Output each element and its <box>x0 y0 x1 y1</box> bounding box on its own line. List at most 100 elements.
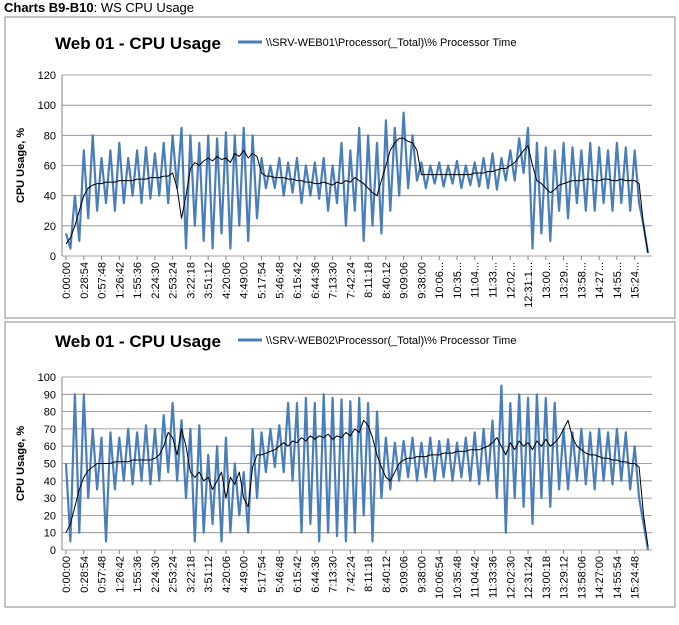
x-tick-label: 10:06... <box>434 262 446 299</box>
y-tick-label: 120 <box>38 70 56 82</box>
chart-frame <box>4 321 676 608</box>
x-tick-label: 6:15:42 <box>292 262 304 299</box>
y-tick-label: 100 <box>38 372 56 384</box>
x-tick-label: 0:28:54 <box>79 262 91 299</box>
x-tick-label: 0:28:54 <box>79 556 91 593</box>
x-tick-label: 11:33... <box>488 262 500 298</box>
x-tick-label: 12:02:30 <box>505 556 517 599</box>
x-tick-label: 2:24:30 <box>150 262 162 299</box>
x-tick-label: 9:38:00 <box>416 556 428 593</box>
x-tick-label: 4:49:00 <box>239 556 251 593</box>
x-tick-label: 0:00:00 <box>61 556 73 593</box>
x-tick-label: 13:29... <box>559 262 571 299</box>
x-tick-label: 4:20:06 <box>221 262 233 299</box>
legend-label: \\SRV-WEB02\Processor(_Total)\% Processo… <box>266 335 516 347</box>
x-tick-label: 7:42:24 <box>345 262 357 299</box>
x-tick-label: 3:22:18 <box>185 262 197 299</box>
x-tick-label: 8:11:18 <box>363 262 375 298</box>
x-tick-label: 13:00:18 <box>541 556 553 599</box>
x-tick-label: 11:33:36 <box>488 556 500 598</box>
heading-text: : WS CPU Usage <box>93 0 195 15</box>
x-tick-label: 3:51:12 <box>203 556 215 593</box>
y-tick-label: 80 <box>44 130 56 142</box>
x-tick-label: 1:55:36 <box>132 556 144 593</box>
x-tick-label: 13:29:12 <box>559 556 571 599</box>
x-tick-label: 6:15:42 <box>292 556 304 593</box>
x-tick-label: 0:57:48 <box>97 262 109 299</box>
x-tick-label: 13:58... <box>576 262 588 299</box>
y-tick-label: 0 <box>50 545 56 557</box>
y-axis-label: CPU Usage, % <box>15 128 27 203</box>
x-tick-label: 0:57:48 <box>97 556 109 593</box>
y-tick-label: 20 <box>44 221 56 233</box>
x-tick-label: 7:42:24 <box>345 556 357 593</box>
x-tick-label: 2:24:30 <box>150 556 162 593</box>
x-tick-label: 8:40:12 <box>381 262 393 299</box>
y-tick-label: 60 <box>44 161 56 173</box>
y-tick-label: 60 <box>44 441 56 453</box>
y-tick-label: 40 <box>44 191 56 203</box>
x-tick-label: 10:35:48 <box>452 556 464 599</box>
x-tick-label: 3:22:18 <box>185 556 197 593</box>
chart-title: Web 01 - CPU Usage <box>55 332 221 351</box>
x-tick-label: 3:51:12 <box>203 262 215 299</box>
x-tick-label: 14:55:54 <box>612 556 624 599</box>
y-tick-label: 10 <box>44 528 56 540</box>
y-tick-label: 30 <box>44 493 56 505</box>
x-tick-label: 1:26:42 <box>114 556 126 593</box>
x-tick-label: 12:31:1... <box>523 262 535 308</box>
chart-frame <box>4 16 676 319</box>
x-tick-label: 2:53:24 <box>168 556 180 593</box>
y-tick-label: 40 <box>44 476 56 488</box>
x-tick-label: 9:09:06 <box>399 556 411 593</box>
series-line <box>65 137 649 254</box>
x-tick-label: 2:53:24 <box>168 262 180 299</box>
x-tick-label: 10:06:54 <box>434 556 446 599</box>
x-tick-label: 4:49:00 <box>239 262 251 299</box>
x-tick-label: 8:40:12 <box>381 556 393 593</box>
x-tick-label: 5:46:48 <box>274 262 286 299</box>
x-tick-label: 11:04:42 <box>470 556 482 598</box>
x-tick-label: 5:46:48 <box>274 556 286 593</box>
x-tick-label: 8:11:18 <box>363 556 375 592</box>
x-tick-label: 5:17:54 <box>256 556 268 593</box>
x-tick-label: 1:55:36 <box>132 262 144 299</box>
x-tick-label: 15:24:48 <box>630 556 642 599</box>
x-tick-label: 7:13:30 <box>328 556 340 593</box>
series-line <box>64 111 650 254</box>
x-tick-label: 1:26:42 <box>114 262 126 299</box>
y-tick-label: 80 <box>44 407 56 419</box>
x-tick-label: 12:02... <box>505 262 517 299</box>
y-tick-label: 70 <box>44 424 56 436</box>
x-tick-label: 14:27... <box>594 262 606 299</box>
y-tick-label: 90 <box>44 389 56 401</box>
y-tick-label: 50 <box>44 459 56 471</box>
series-line <box>65 419 649 547</box>
x-tick-label: 15:24... <box>630 262 642 299</box>
x-tick-label: 13:00... <box>541 262 553 299</box>
x-tick-label: 6:44:36 <box>310 556 322 593</box>
x-tick-label: 14:55... <box>612 262 624 299</box>
x-tick-label: 7:13:30 <box>328 262 340 299</box>
x-tick-label: 9:38:00 <box>416 262 428 299</box>
y-tick-label: 0 <box>50 251 56 263</box>
x-tick-label: 11:04... <box>470 262 482 298</box>
legend-label: \\SRV-WEB01\Processor(_Total)\% Processo… <box>266 37 516 49</box>
series-line <box>64 384 650 551</box>
x-tick-label: 12:31:24 <box>523 556 535 599</box>
y-tick-label: 20 <box>44 510 56 522</box>
heading: Charts B9-B10: WS CPU Usage <box>4 0 194 15</box>
y-tick-label: 100 <box>38 100 56 112</box>
y-axis-label: CPU Usage, % <box>15 426 27 501</box>
x-tick-label: 4:20:06 <box>221 556 233 593</box>
heading-label: Charts B9-B10 <box>4 0 94 15</box>
x-tick-label: 14:27:00 <box>594 556 606 599</box>
x-tick-label: 0:00:00 <box>61 262 73 299</box>
x-tick-label: 13:58:06 <box>576 556 588 599</box>
x-tick-label: 6:44:36 <box>310 262 322 299</box>
x-tick-label: 10:35... <box>452 262 464 299</box>
x-tick-label: 9:09:06 <box>399 262 411 299</box>
chart-title: Web 01 - CPU Usage <box>55 34 221 53</box>
